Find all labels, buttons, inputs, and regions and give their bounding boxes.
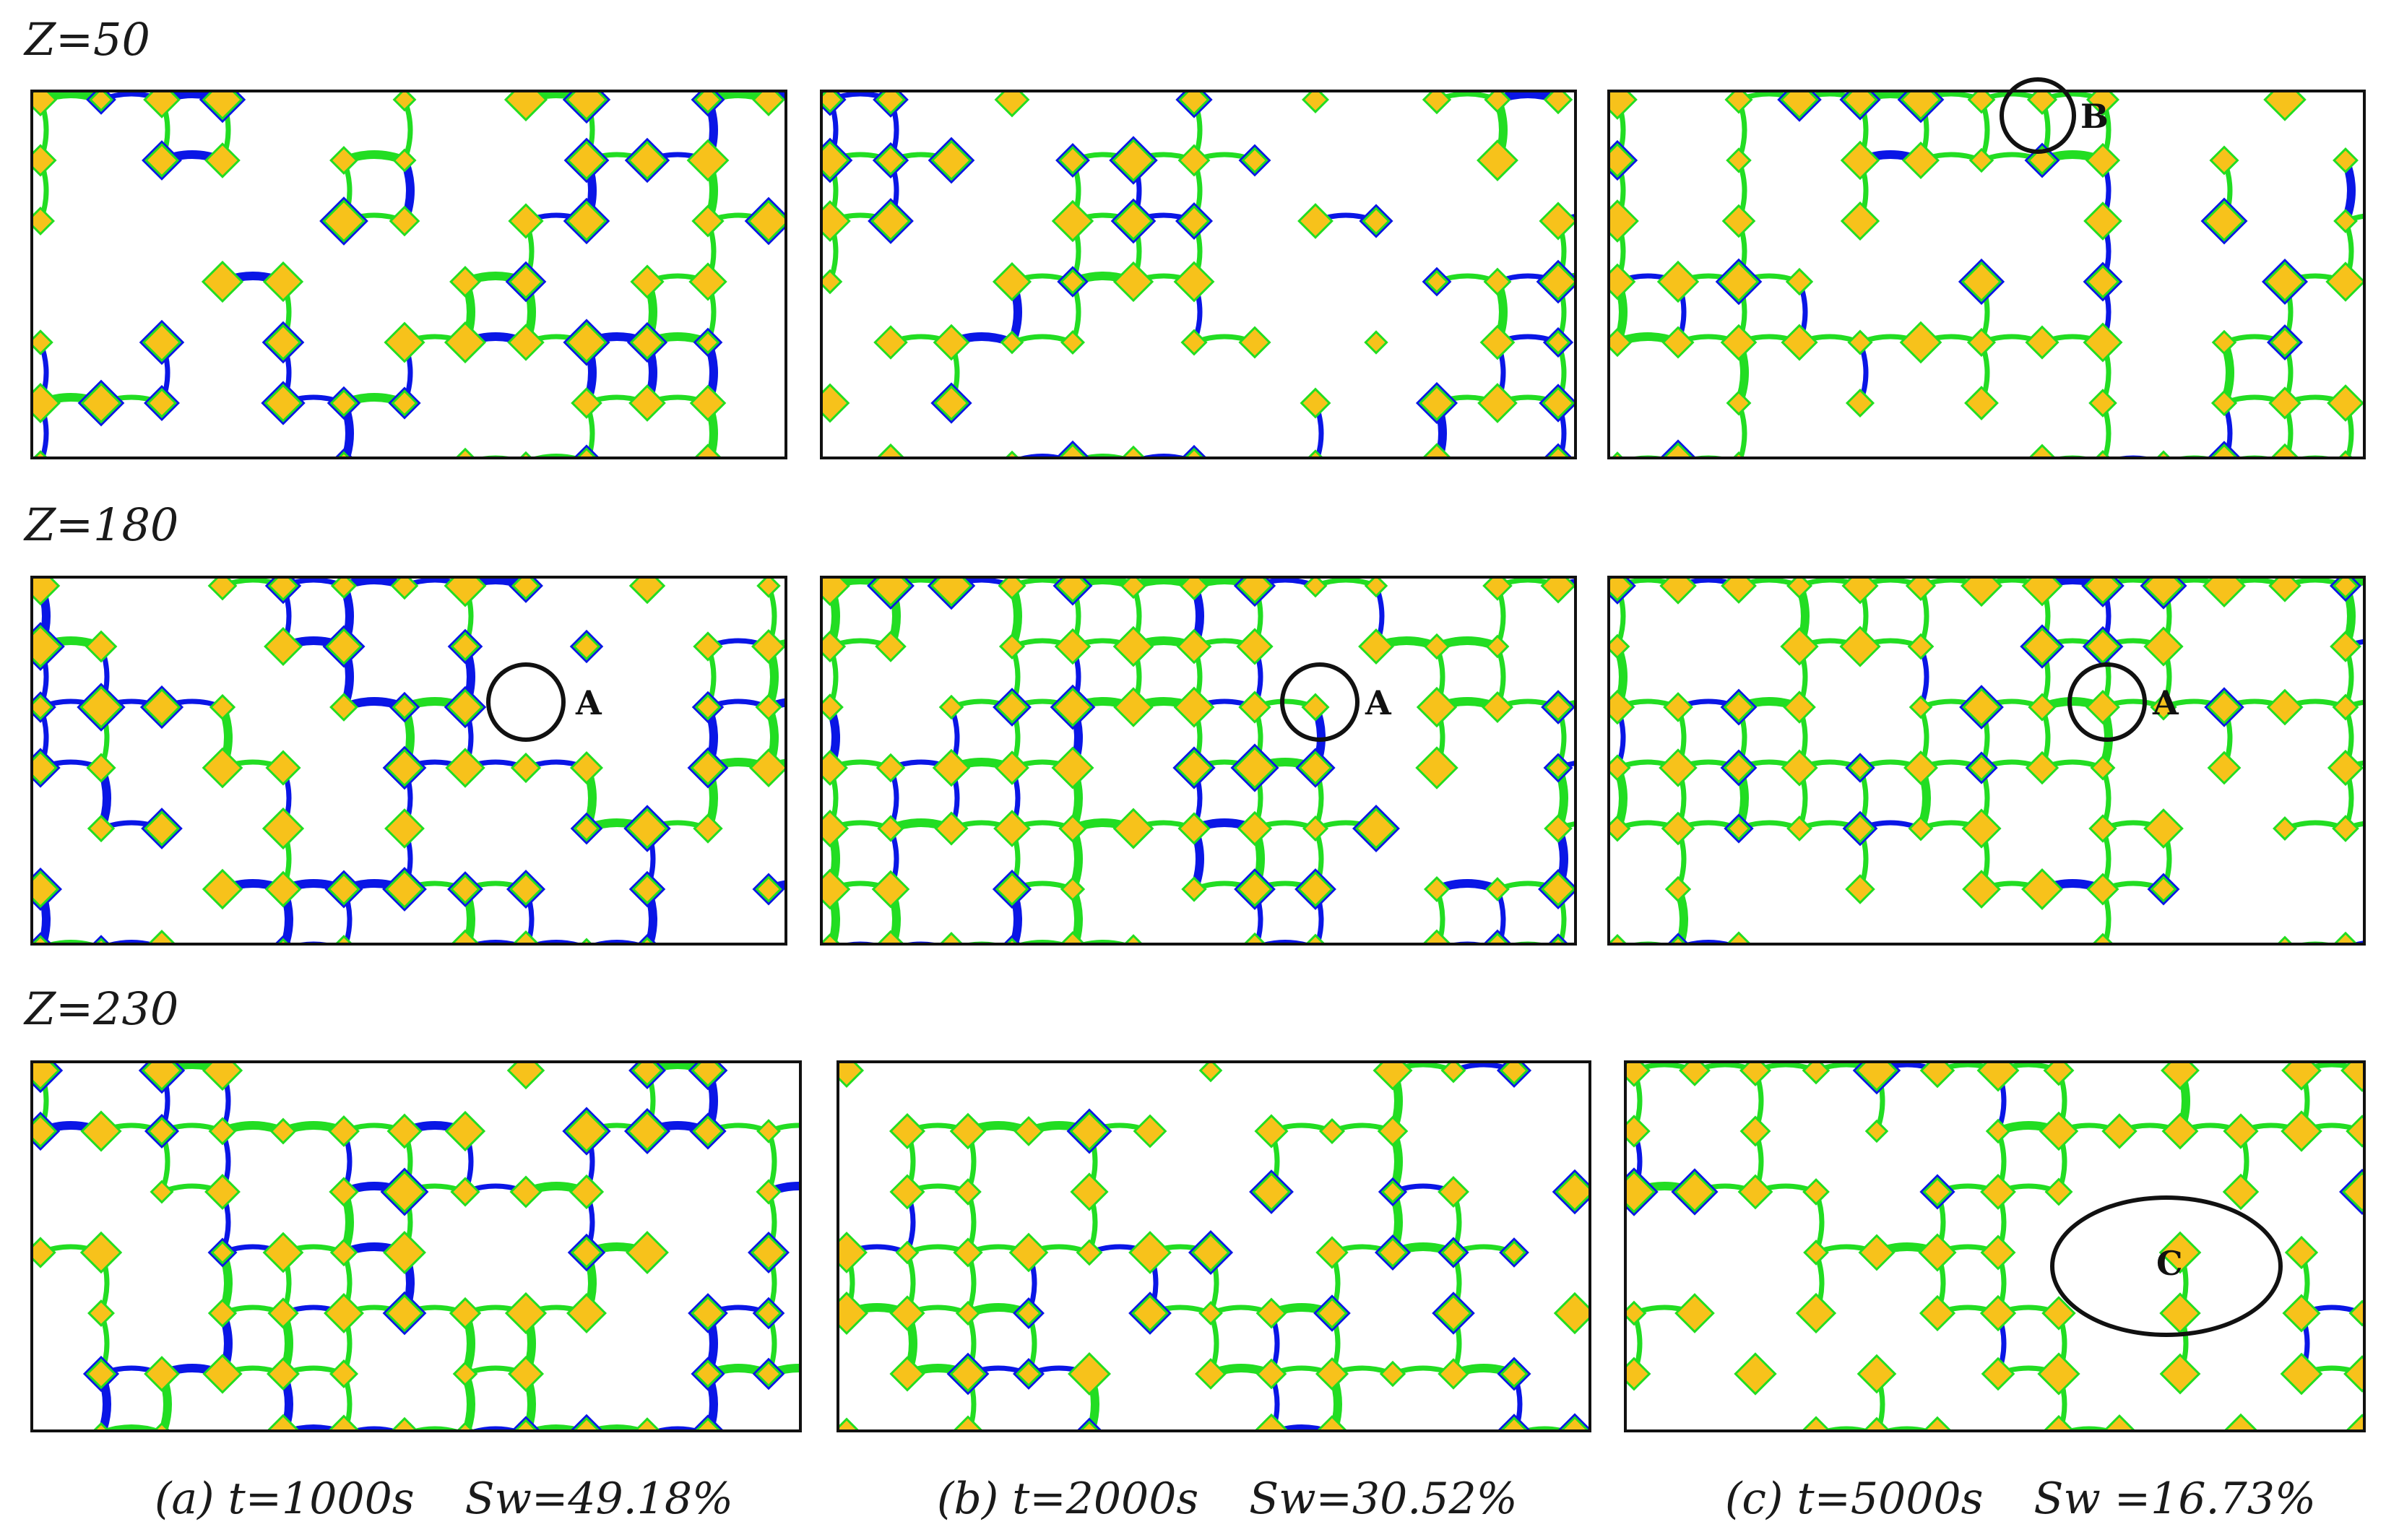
caption-c: (c) t=5000s Sw =16.73%	[1725, 1474, 2316, 1524]
pore-network-texture	[823, 92, 1574, 457]
caption-a: (a) t=1000s Sw=49.18%	[155, 1474, 733, 1524]
pore-network-texture	[823, 579, 1574, 943]
pore-network-texture	[33, 92, 784, 457]
marker-circle-b	[2000, 77, 2076, 154]
marker-label-a-2: A	[1365, 683, 1391, 722]
marker-circle-a-1	[486, 662, 566, 742]
marker-label-a-3: A	[2153, 683, 2179, 722]
pore-network-texture	[839, 1063, 1588, 1429]
caption-a-time: (a) t=1000s	[155, 1474, 415, 1524]
marker-circle-a-3	[2067, 662, 2147, 742]
marker-label-b: B	[2080, 97, 2109, 136]
caption-a-saturation: Sw=49.18%	[464, 1474, 734, 1524]
marker-label-a-1: A	[576, 683, 602, 722]
pore-panel-z180-a	[30, 576, 787, 946]
pore-panel-z50-a	[30, 90, 787, 459]
pore-panel-z180-b	[820, 576, 1577, 946]
row-label-z50: Z=50	[25, 13, 150, 66]
pore-panel-z50-b	[820, 90, 1577, 459]
pore-panel-z230-b	[837, 1060, 1591, 1432]
pore-network-texture	[33, 579, 784, 943]
pore-network-texture	[1610, 579, 2363, 943]
pore-panel-z230-a	[30, 1060, 802, 1432]
caption-c-saturation: Sw =16.73%	[2033, 1474, 2316, 1524]
pore-network-texture	[1627, 1063, 2363, 1429]
marker-ellipse-c	[2050, 1195, 2283, 1337]
caption-b-saturation: Sw=30.52%	[1249, 1474, 1518, 1524]
pore-panel-z50-c	[1607, 90, 2366, 459]
pore-panel-z180-c	[1607, 576, 2366, 946]
marker-circle-a-2	[1280, 662, 1360, 742]
caption-b: (b) t=2000s Sw=30.52%	[937, 1474, 1518, 1524]
caption-b-time: (b) t=2000s	[937, 1474, 1199, 1524]
row-label-z180: Z=180	[25, 498, 179, 551]
row-label-z230: Z=230	[25, 982, 179, 1035]
caption-c-time: (c) t=5000s	[1725, 1474, 1984, 1524]
pore-network-texture	[1610, 92, 2363, 457]
pore-network-texture	[33, 1063, 799, 1429]
marker-label-c: C	[2156, 1244, 2183, 1283]
